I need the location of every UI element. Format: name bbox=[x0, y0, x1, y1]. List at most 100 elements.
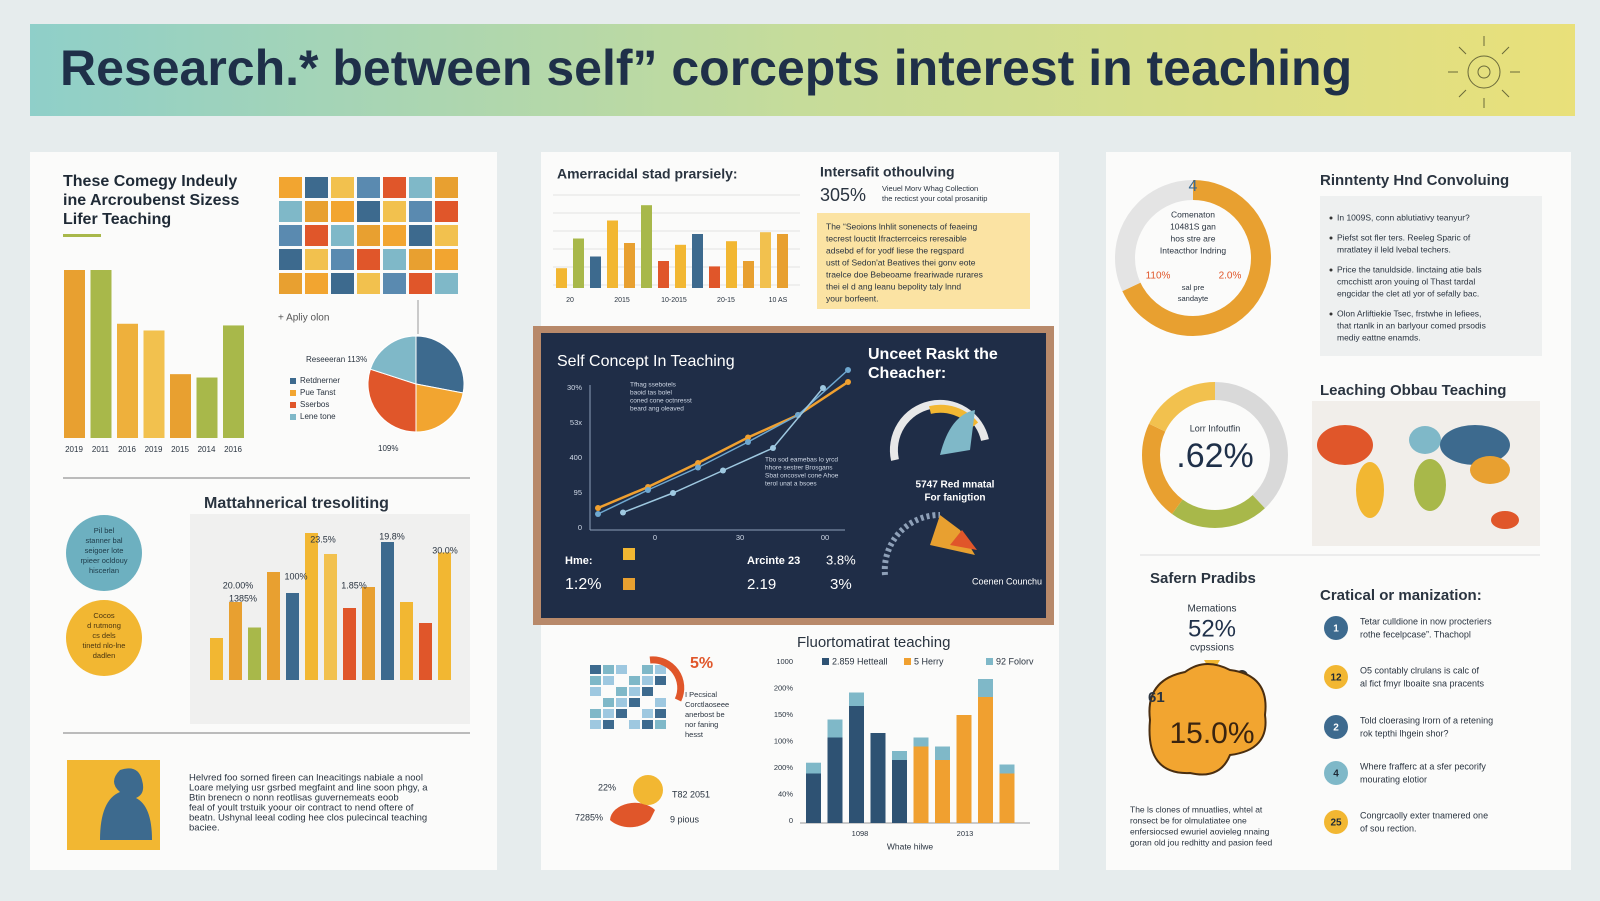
label: ronsect be for olmulatiatee one bbox=[1130, 815, 1247, 825]
bar-segment bbox=[913, 746, 929, 823]
tile bbox=[435, 225, 458, 246]
label: 1 bbox=[1333, 624, 1339, 635]
map-region bbox=[1317, 425, 1373, 465]
bar bbox=[726, 241, 737, 288]
label: 7285% bbox=[575, 812, 603, 822]
badge bbox=[66, 600, 142, 676]
label: 25 bbox=[1330, 818, 1342, 829]
bar bbox=[324, 554, 337, 680]
paragraph: Helvred foo sorned fireen can lneaciting… bbox=[189, 773, 423, 784]
label: 1:2% bbox=[565, 576, 601, 593]
tile bbox=[655, 709, 666, 718]
tile bbox=[357, 177, 380, 198]
heading: Lifer Teaching bbox=[63, 211, 171, 228]
point bbox=[620, 509, 626, 516]
bar bbox=[170, 374, 191, 438]
label: that rtanlk in an barlyour comed prsodis bbox=[1337, 320, 1486, 330]
label: beard ang oleaved bbox=[630, 406, 684, 413]
label: Memations bbox=[1188, 604, 1237, 615]
tile bbox=[655, 720, 666, 729]
x-label: 0 bbox=[653, 533, 657, 542]
label: ustt of Sedon'at Beatives thei gonv eote bbox=[826, 257, 976, 267]
y-label: 0 bbox=[578, 523, 582, 532]
bar-segment bbox=[827, 737, 843, 823]
point bbox=[595, 505, 601, 511]
tile bbox=[409, 225, 432, 246]
label: anerbost be bbox=[685, 710, 725, 719]
tile bbox=[616, 698, 627, 707]
label: of sou rection. bbox=[1360, 823, 1417, 833]
axis-title: Whate hilwe bbox=[887, 841, 934, 851]
label: hos stre are bbox=[1171, 233, 1216, 243]
underline bbox=[63, 234, 101, 237]
tile bbox=[590, 687, 601, 696]
label: sal pre bbox=[1182, 283, 1205, 292]
label: For fanigtion bbox=[924, 493, 985, 504]
gauge-fill bbox=[950, 530, 977, 550]
pie-slice bbox=[367, 368, 417, 433]
tile bbox=[279, 249, 302, 270]
bar-segment bbox=[999, 764, 1015, 774]
donut-segment bbox=[1142, 382, 1288, 528]
y-label: 100% bbox=[774, 736, 794, 745]
bar-segment bbox=[806, 773, 821, 823]
label: Price the tanuldside. linctaing atie bal… bbox=[1337, 264, 1482, 274]
icon-figure bbox=[100, 768, 152, 840]
bar-segment bbox=[935, 746, 950, 760]
tile bbox=[279, 177, 302, 198]
heading: ine Arcroubenst Sizess bbox=[63, 192, 239, 209]
tile bbox=[331, 249, 354, 270]
big-value: .62% bbox=[1176, 437, 1254, 475]
bar-segment bbox=[892, 751, 907, 760]
tile bbox=[590, 709, 601, 718]
label: O5 contably clrulans is calc of bbox=[1360, 665, 1480, 675]
bar bbox=[607, 220, 618, 288]
tile bbox=[603, 709, 614, 718]
label: Where frafferc at a sfer pecorify bbox=[1360, 761, 1486, 771]
bar bbox=[229, 602, 242, 680]
bar-segment bbox=[849, 692, 864, 706]
bar bbox=[381, 542, 394, 680]
section-title: Safern Pradibs bbox=[1150, 570, 1256, 587]
label: 22% bbox=[598, 782, 616, 792]
label: traelce doe Bebeoame freariwade rurares bbox=[826, 269, 983, 279]
label: 3.8% bbox=[826, 552, 856, 567]
note: + Apliy olon bbox=[278, 313, 329, 324]
bar bbox=[658, 261, 669, 288]
tile bbox=[642, 676, 653, 685]
pie-footer: 109% bbox=[378, 444, 398, 453]
tile bbox=[357, 201, 380, 222]
bullet bbox=[1329, 268, 1333, 272]
label: terol unat a bsoes bbox=[765, 481, 817, 488]
point bbox=[695, 464, 701, 471]
note-box bbox=[817, 213, 1030, 309]
tile bbox=[305, 177, 328, 198]
label: cs dels bbox=[92, 631, 116, 640]
tile bbox=[331, 177, 354, 198]
bar bbox=[305, 533, 318, 680]
tile bbox=[616, 709, 627, 718]
x-label: 10 AS bbox=[769, 297, 788, 304]
label: mratlatey il leld lvebal techers. bbox=[1337, 244, 1451, 254]
label: mourating elotior bbox=[1360, 774, 1427, 784]
donut-segment bbox=[1115, 180, 1271, 336]
label: cvpssions bbox=[1190, 643, 1234, 654]
tile bbox=[409, 201, 432, 222]
bar-segment bbox=[892, 760, 907, 823]
label: Told cloerasing lrorn of a retening bbox=[1360, 715, 1493, 725]
label: Tetar culldione in now procteriers bbox=[1360, 616, 1492, 626]
label: hhore sestrer Brosgans bbox=[765, 465, 833, 472]
tile bbox=[642, 720, 653, 729]
point bbox=[845, 379, 851, 385]
label: cmcchistt aron youing ol Thast tardal bbox=[1337, 276, 1475, 286]
value-label: 100% bbox=[284, 571, 307, 581]
bar bbox=[196, 377, 218, 438]
tile bbox=[331, 225, 354, 246]
line bbox=[597, 380, 849, 510]
tile bbox=[435, 201, 458, 222]
bar-segment bbox=[935, 760, 950, 823]
y-label: 53x bbox=[570, 418, 582, 427]
x-label: 00 bbox=[821, 533, 829, 542]
tile bbox=[305, 225, 328, 246]
